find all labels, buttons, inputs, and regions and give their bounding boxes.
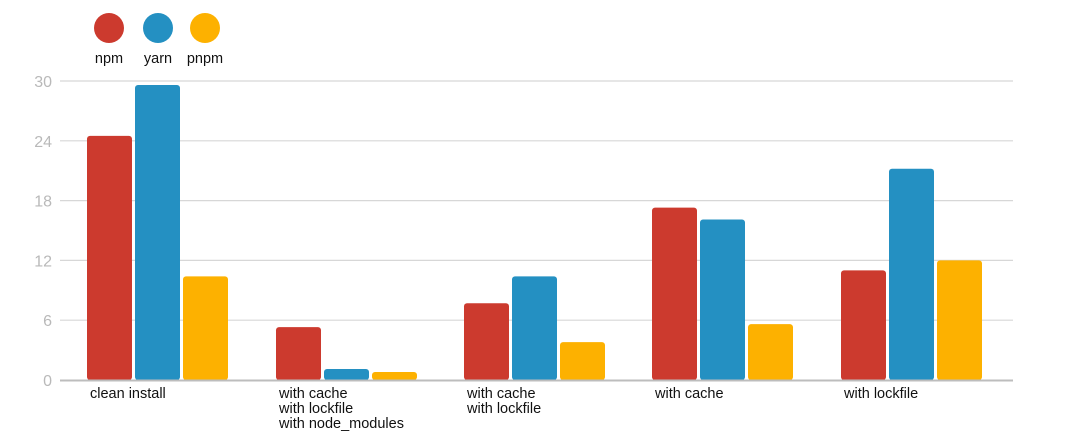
x-tick-label-line: with cache	[278, 386, 348, 402]
axis-layer: 0 6 12 18 24 30	[34, 74, 1013, 390]
y-tick-label: 6	[43, 313, 52, 330]
bar-pnpm	[560, 342, 605, 380]
x-tick-labels: clean install with cache with lockfile with…	[90, 386, 918, 432]
bar-pnpm	[748, 324, 793, 380]
bar-npm	[841, 270, 886, 380]
legend: npm yarn pnpm	[94, 13, 223, 67]
bar-npm	[87, 135, 132, 380]
bars-layer	[87, 84, 982, 380]
y-tick-label: 18	[34, 194, 52, 211]
x-tick-label-line: with cache	[466, 386, 536, 402]
y-tick-label: 30	[34, 74, 52, 91]
bar-yarn	[324, 369, 369, 380]
bar-yarn	[700, 219, 745, 380]
y-tick-label: 12	[34, 253, 52, 270]
legend-swatch-npm	[94, 13, 124, 43]
bar-yarn	[512, 276, 557, 380]
x-tick-label: with cache with lockfile	[466, 386, 541, 417]
legend-swatch-pnpm	[190, 13, 220, 43]
bar-yarn	[889, 168, 934, 380]
x-tick-label: with cache with lockfile with node_modules	[278, 386, 404, 432]
x-tick-label: with lockfile	[843, 386, 918, 402]
legend-label-pnpm: pnpm	[187, 51, 223, 67]
x-tick-label-line: with lockfile	[278, 401, 353, 417]
x-tick-label: clean install	[90, 386, 166, 402]
bar-yarn	[135, 84, 180, 380]
bar-npm	[652, 207, 697, 380]
y-tick-label: 24	[34, 134, 52, 151]
bar-pnpm	[937, 260, 982, 380]
bar-pnpm	[183, 276, 228, 380]
y-tick-label: 0	[43, 373, 52, 390]
x-tick-label: with cache	[654, 386, 724, 402]
bar-npm	[464, 303, 509, 380]
legend-label-npm: npm	[95, 51, 123, 67]
x-tick-label-line: with node_modules	[278, 416, 404, 432]
x-tick-label-line: clean install	[90, 386, 166, 402]
x-tick-label-line: with lockfile	[466, 401, 541, 417]
bar-pnpm	[372, 372, 417, 380]
bar-npm	[276, 327, 321, 380]
x-tick-label-line: with lockfile	[843, 386, 918, 402]
legend-swatch-yarn	[143, 13, 173, 43]
x-tick-label-line: with cache	[654, 386, 724, 402]
legend-label-yarn: yarn	[144, 51, 172, 67]
